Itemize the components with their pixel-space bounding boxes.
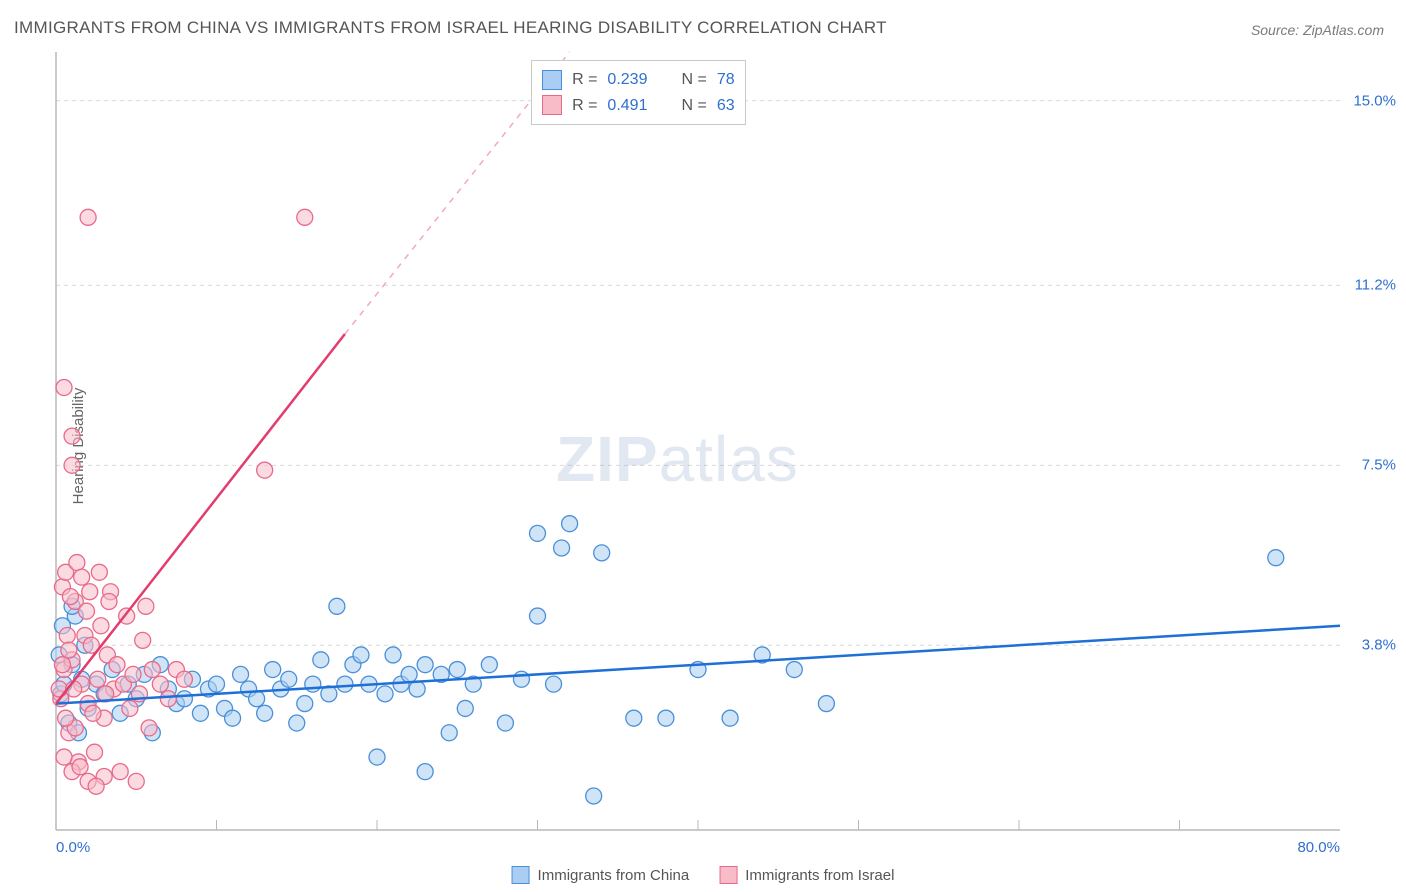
stats-r-value: 0.239 — [607, 67, 647, 93]
chart-svg — [56, 52, 1340, 830]
legend-label: Immigrants from Israel — [745, 867, 894, 884]
y-tick-label: 3.8% — [1362, 637, 1396, 654]
stats-r-value: 0.491 — [607, 93, 647, 119]
stats-n-label: N = — [681, 67, 706, 93]
x-tick-label: 0.0% — [56, 839, 90, 856]
legend-swatch — [542, 70, 562, 90]
chart-source: Source: ZipAtlas.com — [1251, 22, 1384, 38]
legend-item: Immigrants from China — [512, 866, 690, 884]
chart-title: IMMIGRANTS FROM CHINA VS IMMIGRANTS FROM… — [14, 18, 887, 38]
stats-row: R = 0.491 N = 63 — [542, 93, 735, 119]
stats-n-value: 78 — [717, 67, 735, 93]
y-tick-label: 7.5% — [1362, 457, 1396, 474]
y-tick-label: 11.2% — [1355, 277, 1396, 294]
legend-swatch — [512, 866, 530, 884]
stats-row: R = 0.239 N = 78 — [542, 67, 735, 93]
legend-swatch — [542, 95, 562, 115]
legend-swatch — [719, 866, 737, 884]
legend-item: Immigrants from Israel — [719, 866, 894, 884]
stats-r-label: R = — [572, 67, 597, 93]
bottom-legend: Immigrants from China Immigrants from Isr… — [512, 866, 895, 884]
legend-label: Immigrants from China — [538, 867, 690, 884]
stats-r-label: R = — [572, 93, 597, 119]
stats-n-label: N = — [681, 93, 706, 119]
y-tick-label: 15.0% — [1353, 92, 1396, 109]
x-tick-label: 80.0% — [1297, 839, 1340, 856]
stats-legend-box: R = 0.239 N = 78 R = 0.491 N = 63 — [531, 60, 746, 125]
plot-area: ZIPatlas 3.8%7.5%11.2%15.0% 0.0%80.0% R … — [56, 52, 1340, 830]
stats-n-value: 63 — [717, 93, 735, 119]
